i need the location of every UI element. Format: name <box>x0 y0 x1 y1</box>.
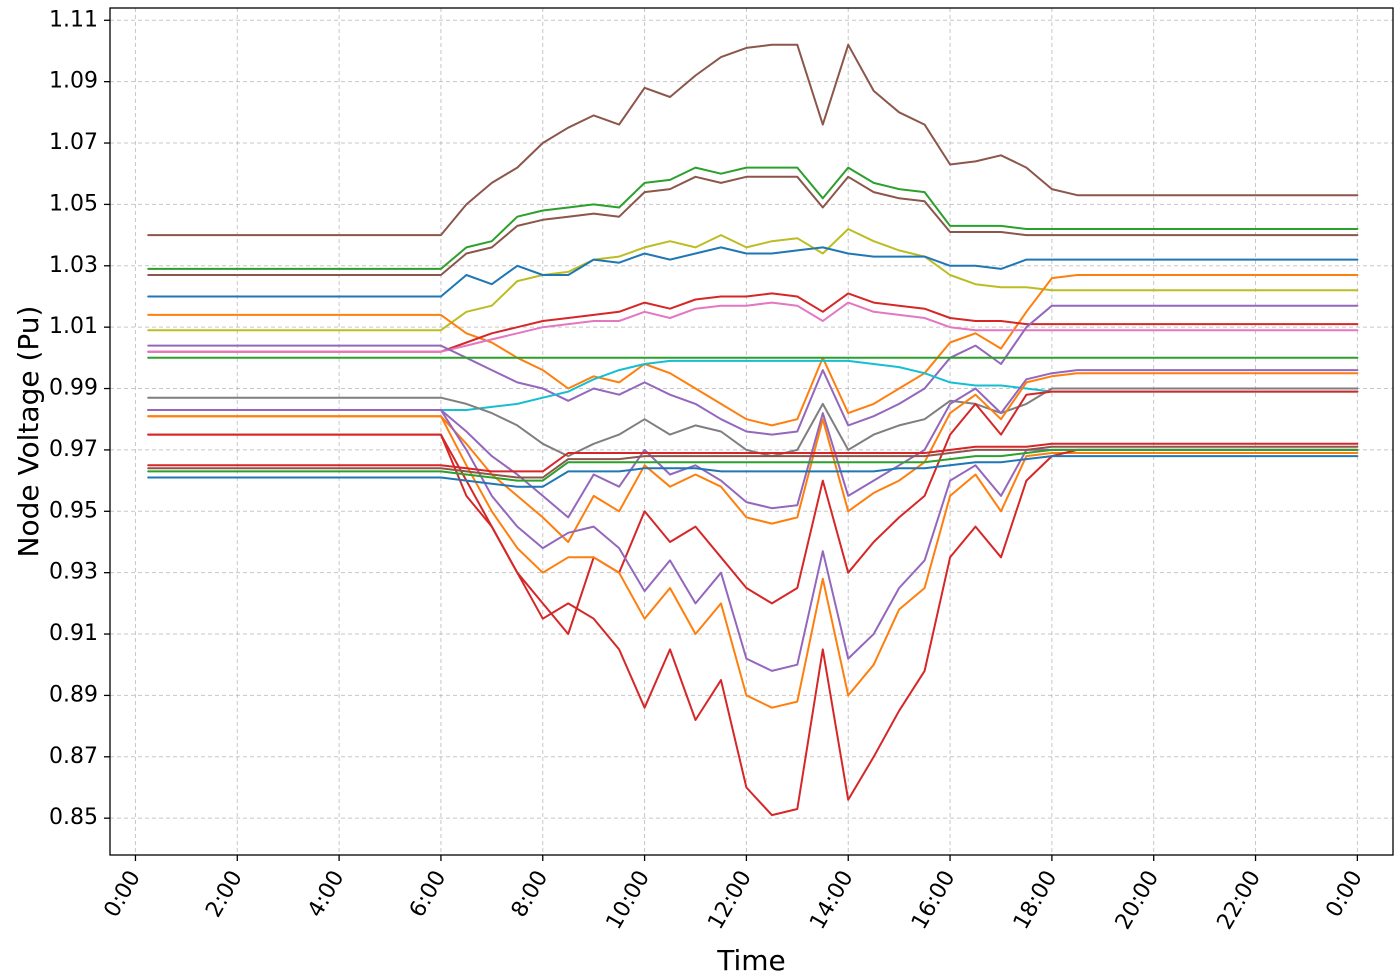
y-tick-label: 1.09 <box>49 69 98 94</box>
y-tick-label: 1.05 <box>49 191 98 216</box>
y-tick-label: 0.85 <box>49 805 98 830</box>
series-line-14 <box>147 372 1359 543</box>
plot-frame <box>109 7 1394 856</box>
series-line-1 <box>147 43 1359 237</box>
series-line-21 <box>147 448 1359 482</box>
y-tick-label: 0.95 <box>49 498 98 523</box>
x-tick-label: 22:00 <box>1213 867 1266 934</box>
series-line-22 <box>147 455 1359 488</box>
series-line-15 <box>147 390 1359 635</box>
y-tick-label: 0.89 <box>49 682 98 707</box>
series-line-7 <box>147 292 1359 353</box>
y-tick-label: 1.01 <box>49 314 98 339</box>
y-tick-label: 1.07 <box>49 130 98 155</box>
x-tick-label: 12:00 <box>703 867 756 934</box>
series-line-11 <box>147 359 1359 411</box>
y-axis-label: Node Voltage (Pu) <box>12 306 45 558</box>
y-tick-label: 0.93 <box>49 560 98 585</box>
y-tick-label: 0.91 <box>49 621 98 646</box>
x-tick-label: 8:00 <box>507 867 553 922</box>
x-axis-label: Time <box>716 944 786 977</box>
series-line-13 <box>147 369 1359 519</box>
y-tick-label: 1.11 <box>49 7 98 32</box>
series-line-6 <box>147 274 1359 427</box>
series-line-18 <box>147 433 1359 817</box>
series-line-2 <box>147 166 1359 270</box>
series-line-19 <box>147 442 1359 473</box>
series-line-5 <box>147 246 1359 298</box>
axis-ticks: 0:00 2:00 4:00 6:00 8:00 10:00 12:00 14:00 16:00… <box>49 7 1368 934</box>
y-tick-label: 0.99 <box>49 376 98 401</box>
x-tick-label: 4:00 <box>303 867 349 922</box>
x-tick-label: 10:00 <box>602 867 655 934</box>
x-tick-label: 6:00 <box>405 867 451 922</box>
x-tick-label: 16:00 <box>907 867 960 934</box>
series-lines <box>147 43 1359 817</box>
series-line-17 <box>147 415 1359 709</box>
x-tick-label: 2:00 <box>201 867 247 922</box>
x-tick-label: 18:00 <box>1009 867 1062 934</box>
x-tick-label: 14:00 <box>805 867 858 934</box>
y-tick-label: 1.03 <box>49 253 98 278</box>
series-line-4 <box>147 228 1359 332</box>
y-tick-label: 0.97 <box>49 437 98 462</box>
x-tick-label: 0:00 <box>99 867 145 922</box>
series-line-3 <box>147 175 1359 276</box>
y-tick-label: 0.87 <box>49 744 98 769</box>
series-line-16 <box>147 409 1359 672</box>
series-line-9 <box>147 304 1359 436</box>
series-line-8 <box>147 301 1359 353</box>
x-tick-label: 0:00 <box>1321 867 1367 922</box>
x-tick-label: 20:00 <box>1111 867 1164 934</box>
series-line-20 <box>147 445 1359 479</box>
